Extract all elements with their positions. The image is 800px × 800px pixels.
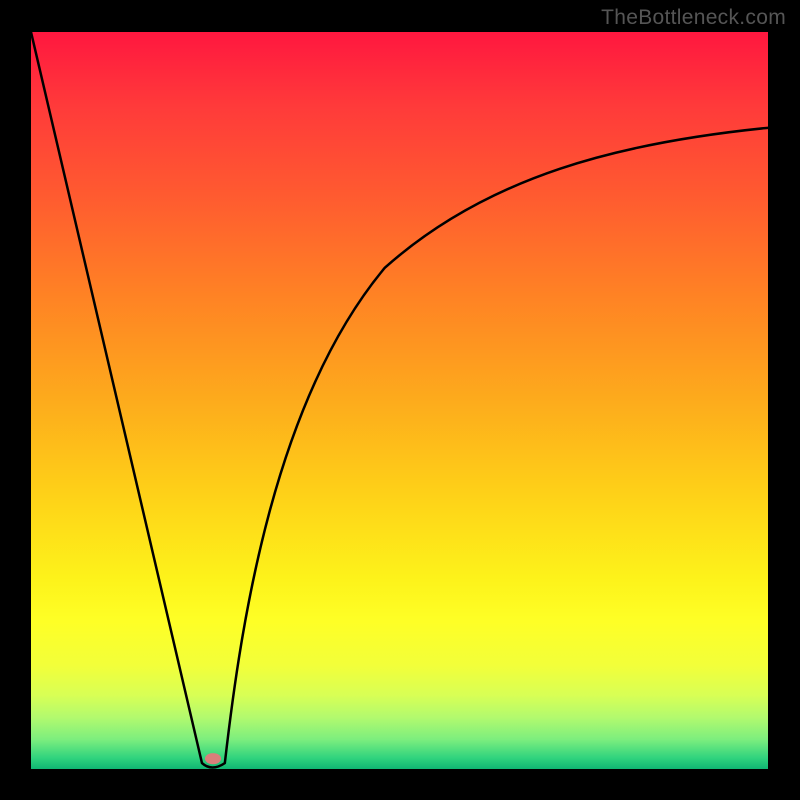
bottleneck-plot <box>0 0 800 800</box>
chart-stage: TheBottleneck.com <box>0 0 800 800</box>
watermark-text: TheBottleneck.com <box>601 6 786 30</box>
optimal-point-marker <box>205 753 221 764</box>
